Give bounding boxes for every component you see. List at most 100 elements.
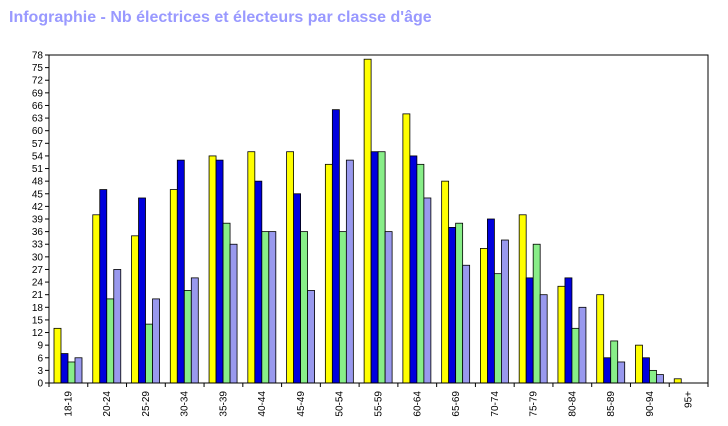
bar-30-34-series-1 (169, 189, 178, 384)
bar-35-39-series-4 (229, 243, 238, 384)
y-tick-label: 63 (32, 114, 44, 125)
bar-55-59-series-3 (377, 151, 386, 384)
bar-80-84-series-3 (571, 327, 580, 384)
y-tick-label: 12 (32, 328, 44, 339)
bar-20-24-series-4 (113, 269, 122, 384)
y-tick-label: 24 (32, 278, 44, 289)
x-axis: 18-19 20-24 25-29 30-34 35-39 40-44 45-49 50-54… (48, 383, 709, 417)
y-tick-label: 6 (37, 353, 43, 364)
y-tick-label: 69 (32, 88, 44, 99)
y-tick-label: 45 (32, 189, 44, 200)
x-tick-label: 25-29 (141, 391, 152, 417)
bar-60-64-series-4 (423, 197, 432, 384)
plot-frame (48, 54, 709, 384)
bar-60-64-series-1 (402, 113, 411, 384)
bar-50-54-series-3 (338, 231, 347, 384)
bar-20-24-series-1 (92, 214, 101, 384)
bar-40-44-series-4 (268, 231, 277, 384)
bar-60-64-series-3 (416, 163, 425, 384)
x-tick-label: 35-39 (218, 391, 229, 417)
y-tick-label: 3 (37, 366, 43, 377)
x-tick-label: 50-54 (335, 391, 346, 417)
bar-35-39-series-2 (215, 159, 224, 384)
x-tick-label: 65-69 (451, 391, 462, 417)
bar-45-49-series-3 (300, 231, 308, 384)
y-tick-label: 42 (32, 202, 44, 213)
y-axis: 0369121518212427303336394245485154576063… (32, 51, 49, 390)
bar-18-19-series-3 (67, 361, 76, 384)
x-tick-label: 75-79 (529, 391, 540, 417)
bar-50-54-series-2 (331, 109, 340, 384)
bar-90-94-series-1 (635, 344, 643, 384)
bar-70-74-series-4 (501, 239, 509, 384)
bar-18-19-series-2 (60, 353, 69, 384)
x-tick-label: 85-89 (606, 391, 617, 417)
y-tick-label: 36 (32, 227, 44, 238)
y-tick-label: 48 (32, 177, 44, 188)
y-tick-label: 0 (37, 379, 43, 390)
x-tick-label: 45-49 (296, 391, 307, 417)
x-tick-label: 20-24 (102, 391, 113, 417)
chart-title: Infographie - Nb électrices et électeurs… (9, 9, 432, 26)
bar-40-44-series-3 (261, 231, 270, 384)
bar-65-69-series-1 (441, 180, 450, 384)
y-tick-label: 9 (37, 341, 43, 352)
bar-25-29-series-3 (145, 323, 153, 384)
y-tick-label: 75 (32, 63, 44, 74)
bar-50-54-series-4 (345, 159, 354, 384)
bar-75-79-series-1 (518, 214, 527, 384)
y-tick-label: 57 (32, 139, 44, 150)
bar-70-74-series-3 (494, 273, 502, 384)
x-tick-label: 90-94 (645, 391, 656, 417)
bar-25-29-series-2 (138, 197, 146, 384)
bar-18-19-series-1 (53, 327, 62, 384)
bar-85-89-series-3 (610, 340, 619, 384)
x-tick-label: 70-74 (490, 391, 501, 417)
bar-80-84-series-2 (564, 277, 573, 384)
y-tick-label: 66 (32, 101, 44, 112)
bar-35-39-series-1 (208, 155, 217, 384)
bar-40-44-series-1 (247, 151, 256, 384)
bar-85-89-series-2 (603, 357, 612, 384)
x-tick-label: 40-44 (257, 391, 268, 417)
bar-80-84-series-4 (578, 306, 587, 384)
x-tick-label: 60-64 (412, 391, 423, 417)
bar-90-94-series-2 (642, 357, 650, 384)
y-tick-label: 54 (32, 151, 44, 162)
bar-25-29-series-4 (152, 298, 160, 384)
bar-20-24-series-2 (99, 189, 108, 384)
bar-20-24-series-3 (106, 298, 115, 384)
x-tick-label: 55-59 (374, 391, 385, 417)
bar-75-79-series-2 (525, 277, 534, 384)
bar-45-49-series-4 (307, 290, 315, 384)
bar-65-69-series-2 (448, 227, 457, 384)
x-tick-label: 18-19 (63, 391, 74, 417)
y-tick-label: 33 (32, 240, 44, 251)
y-tick-label: 51 (32, 164, 44, 175)
bar-75-79-series-4 (539, 294, 548, 384)
bar-25-29-series-1 (131, 235, 139, 384)
x-tick-label: 30-34 (180, 391, 191, 417)
bar-30-34-series-3 (183, 290, 192, 384)
y-tick-label: 60 (32, 126, 44, 137)
bar-30-34-series-2 (176, 159, 185, 384)
bar-55-59-series-4 (384, 231, 393, 384)
bar-35-39-series-3 (222, 222, 231, 384)
y-tick-label: 21 (32, 290, 44, 301)
bar-45-49-series-2 (293, 193, 301, 384)
bar-55-59-series-2 (370, 151, 379, 384)
x-tick-label: 80-84 (567, 391, 578, 417)
y-tick-label: 39 (32, 215, 44, 226)
y-tick-label: 30 (32, 252, 44, 263)
bar-40-44-series-2 (254, 180, 263, 384)
x-tick-label: 95+ (684, 391, 695, 408)
bar-18-19-series-4 (74, 357, 83, 384)
y-tick-label: 15 (32, 315, 44, 326)
bar-85-89-series-4 (617, 361, 626, 384)
bar-50-54-series-1 (324, 163, 333, 384)
bars (53, 58, 682, 384)
bar-55-59-series-1 (363, 58, 372, 384)
bar-75-79-series-3 (532, 243, 541, 384)
bar-30-34-series-4 (190, 277, 199, 384)
